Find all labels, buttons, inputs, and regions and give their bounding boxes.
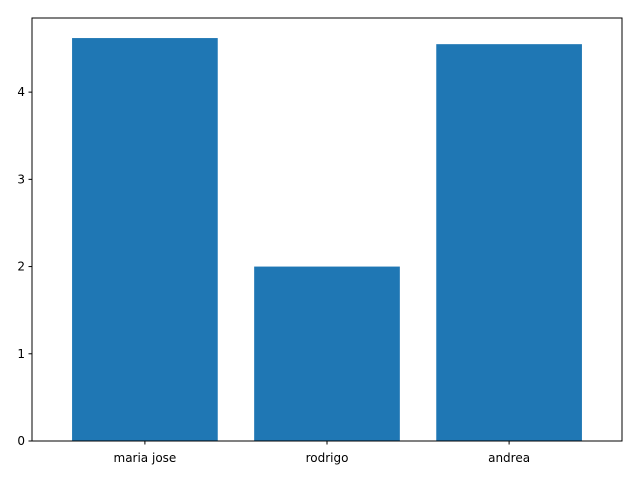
y-tick-label: 0 <box>17 434 25 448</box>
bar-andrea <box>436 44 582 441</box>
x-tick-label: maria jose <box>114 451 177 465</box>
bar-rodrigo <box>254 266 400 441</box>
y-tick-label: 3 <box>17 172 25 186</box>
x-tick-label: rodrigo <box>306 451 349 465</box>
x-tick-label: andrea <box>488 451 530 465</box>
x-axis: maria jose rodrigo andrea <box>114 441 530 465</box>
y-axis: 0 1 2 3 4 <box>17 85 32 448</box>
y-tick-label: 4 <box>17 85 25 99</box>
bars-group <box>72 38 582 442</box>
y-tick-label: 2 <box>17 260 25 274</box>
bar-maria-jose <box>72 38 218 442</box>
y-tick-label: 1 <box>17 347 25 361</box>
